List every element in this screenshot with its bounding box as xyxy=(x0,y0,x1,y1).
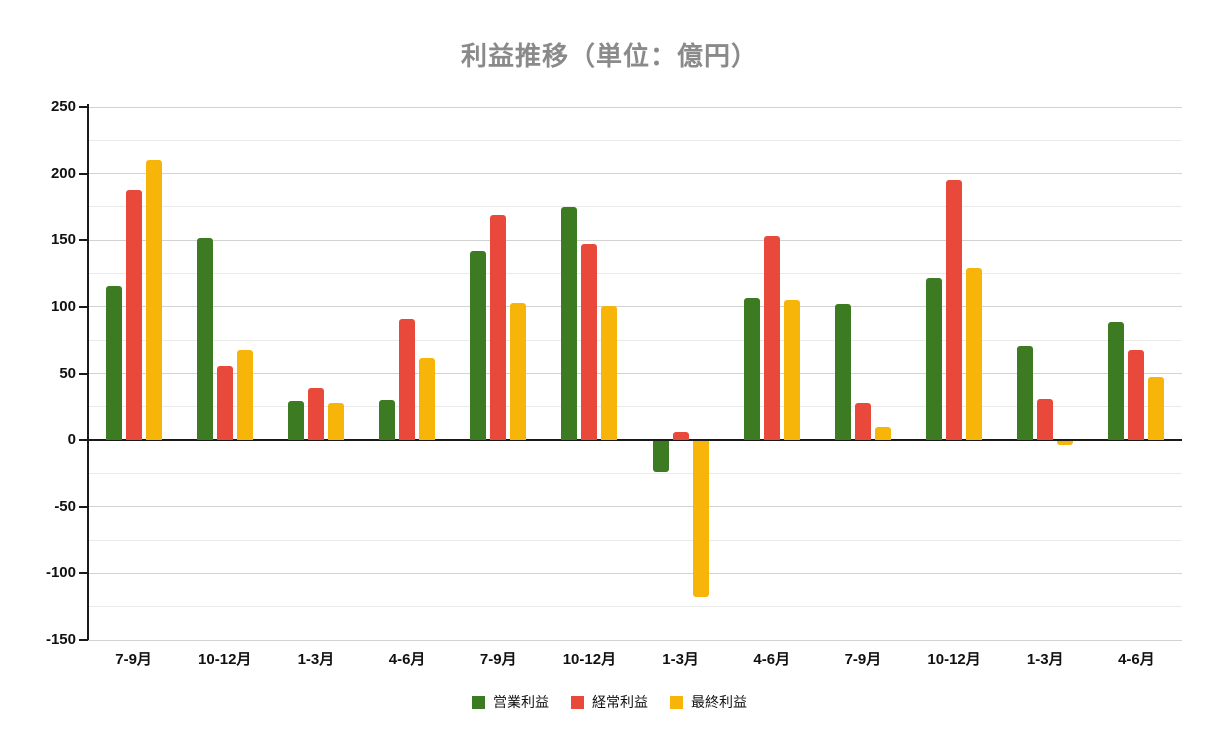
x-axis-label: 1-3月 xyxy=(1026,651,1064,668)
legend-item: 最終利益 xyxy=(670,692,747,712)
bar xyxy=(926,277,943,441)
y-tick-label: 150 xyxy=(50,231,76,249)
y-axis-tick xyxy=(79,305,88,308)
x-axis-label: 4-6月 xyxy=(388,651,426,668)
bar xyxy=(692,441,709,598)
legend-item: 営業利益 xyxy=(472,692,549,712)
bar xyxy=(1057,441,1074,446)
legend-swatch xyxy=(571,695,584,709)
legend-label: 最終利益 xyxy=(691,694,747,710)
legend-swatch xyxy=(670,695,683,709)
bar xyxy=(105,285,122,441)
gridline-minor xyxy=(88,339,1182,341)
legend-swatch xyxy=(472,695,485,709)
bar xyxy=(125,189,142,441)
bar xyxy=(652,441,669,472)
bar xyxy=(672,432,689,441)
y-tick-label: 50 xyxy=(59,364,76,382)
bar xyxy=(1037,398,1054,441)
x-axis-label: 7-9月 xyxy=(115,651,152,668)
gridline-minor xyxy=(88,406,1182,408)
gridline-major xyxy=(88,239,1182,241)
bar xyxy=(1128,349,1145,441)
bar xyxy=(287,401,304,441)
bar xyxy=(874,426,891,441)
bar xyxy=(196,237,213,441)
bar xyxy=(307,388,324,441)
bar xyxy=(743,297,760,441)
gridline-major xyxy=(88,572,1182,574)
bar xyxy=(1017,345,1034,441)
bar xyxy=(216,365,233,441)
gridline-major xyxy=(88,306,1182,308)
x-axis-label: 1-3月 xyxy=(662,651,699,668)
y-axis xyxy=(87,104,89,640)
bar xyxy=(966,268,983,441)
bar xyxy=(854,402,871,441)
legend-label: 経常利益 xyxy=(592,694,648,710)
y-tick-label: 250 xyxy=(50,98,76,115)
x-axis-zero-line xyxy=(88,439,1182,442)
bar xyxy=(236,349,253,441)
x-axis-label: 10-12月 xyxy=(198,651,252,668)
bar xyxy=(510,302,527,441)
y-tick-label: -50 xyxy=(54,497,76,515)
legend: 営業利益 経常利益 最終利益 xyxy=(0,692,1219,712)
legend-item: 経常利益 xyxy=(571,692,648,712)
chart-title: 利益推移（単位：億円） xyxy=(460,41,758,71)
gridline-major xyxy=(88,173,1182,175)
gridline-minor xyxy=(88,606,1182,608)
x-axis-label: 10-12月 xyxy=(927,651,981,668)
gridline-major xyxy=(88,106,1182,108)
bar xyxy=(490,214,507,441)
bar xyxy=(581,244,598,441)
bar xyxy=(1148,377,1165,441)
bar xyxy=(783,300,800,441)
gridline-minor xyxy=(88,472,1182,474)
gridline-minor xyxy=(88,273,1182,275)
bar xyxy=(145,160,162,441)
bar xyxy=(419,357,436,441)
bar xyxy=(379,400,396,441)
gridline-major xyxy=(88,639,1182,641)
bar xyxy=(399,318,416,441)
y-axis-tick xyxy=(79,505,88,508)
y-tick-label: 0 xyxy=(67,431,76,449)
bar xyxy=(561,206,578,441)
gridline-minor xyxy=(88,206,1182,208)
bar xyxy=(834,304,851,441)
y-axis-tick xyxy=(79,639,88,641)
legend-label: 営業利益 xyxy=(493,694,549,710)
gridline-minor xyxy=(88,539,1182,541)
bar xyxy=(763,236,780,441)
bar xyxy=(1108,321,1125,441)
x-axis-label: 4-6月 xyxy=(1118,651,1155,668)
bar xyxy=(470,250,487,441)
x-axis-label: 4-6月 xyxy=(753,651,791,668)
y-tick-label: -100 xyxy=(45,564,76,582)
x-axis-label: 7-9月 xyxy=(844,651,882,668)
y-axis-tick xyxy=(79,106,88,108)
bar xyxy=(327,402,344,441)
gridline-minor xyxy=(88,139,1182,141)
y-axis-tick xyxy=(79,439,88,442)
x-axis-label: 7-9月 xyxy=(479,651,517,668)
gridline-major xyxy=(88,506,1182,508)
y-axis-tick xyxy=(79,172,88,175)
y-tick-label: 200 xyxy=(50,164,76,182)
gridline-major xyxy=(88,373,1182,374)
bar xyxy=(946,180,963,441)
y-tick-label: -150 xyxy=(45,631,76,648)
y-axis-tick xyxy=(79,239,88,242)
y-axis-tick xyxy=(79,372,88,375)
y-tick-label: 100 xyxy=(50,297,76,315)
x-axis-label: 1-3月 xyxy=(297,651,335,668)
y-axis-tick xyxy=(79,572,88,575)
bar xyxy=(601,305,618,441)
x-axis-label: 10-12月 xyxy=(562,651,617,668)
